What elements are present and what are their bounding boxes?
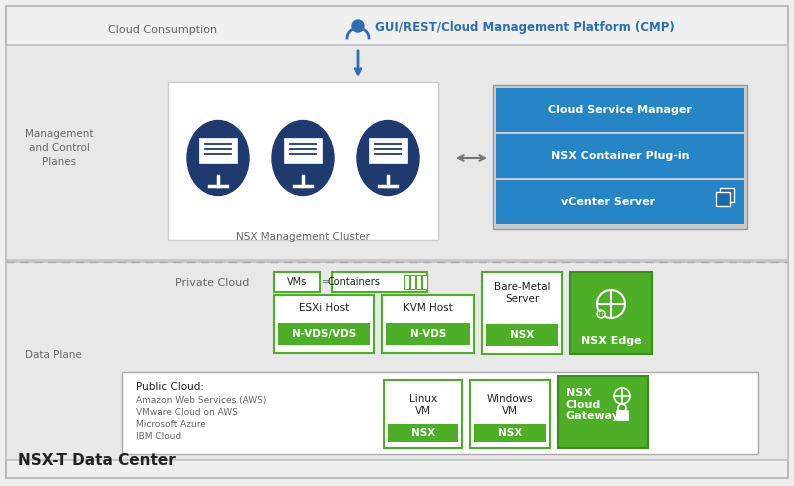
- Text: Microsoft Azure: Microsoft Azure: [136, 420, 206, 429]
- Text: Private Cloud: Private Cloud: [175, 278, 249, 288]
- Bar: [482, 272, 562, 354]
- Ellipse shape: [357, 121, 419, 195]
- Text: ESXi Host: ESXi Host: [299, 303, 349, 313]
- Text: Amazon Web Services (AWS): Amazon Web Services (AWS): [136, 396, 266, 405]
- Bar: [386, 323, 470, 345]
- Text: Windows
VM: Windows VM: [487, 394, 534, 416]
- Text: VMware Cloud on AWS: VMware Cloud on AWS: [136, 408, 238, 417]
- Bar: [122, 372, 758, 454]
- Text: N-VDS: N-VDS: [410, 329, 446, 339]
- Text: IBM Cloud: IBM Cloud: [136, 432, 181, 441]
- Bar: [410, 275, 415, 289]
- Bar: [6, 262, 788, 460]
- Bar: [474, 424, 546, 442]
- Bar: [332, 272, 427, 292]
- Bar: [168, 82, 438, 240]
- Text: =: =: [322, 277, 330, 287]
- Bar: [470, 380, 550, 448]
- Bar: [416, 275, 421, 289]
- Text: KVM Host: KVM Host: [403, 303, 453, 313]
- Text: NSX: NSX: [510, 330, 534, 340]
- Text: Cloud Service Manager: Cloud Service Manager: [548, 105, 692, 115]
- Text: GUI/REST/Cloud Management Platform (CMP): GUI/REST/Cloud Management Platform (CMP): [375, 21, 675, 35]
- Bar: [716, 192, 730, 206]
- Text: Cloud Consumption: Cloud Consumption: [108, 25, 217, 35]
- Bar: [388, 424, 458, 442]
- Bar: [558, 376, 648, 448]
- Bar: [496, 180, 744, 224]
- Bar: [199, 138, 237, 163]
- Bar: [274, 295, 374, 353]
- Bar: [6, 45, 788, 260]
- Text: Data Plane: Data Plane: [25, 350, 82, 360]
- Text: vCenter Server: vCenter Server: [561, 197, 655, 207]
- Text: Management
and Control
Planes: Management and Control Planes: [25, 129, 94, 167]
- Bar: [404, 275, 409, 289]
- Text: NSX
Cloud
Gateway: NSX Cloud Gateway: [566, 388, 620, 421]
- Text: NSX: NSX: [410, 428, 435, 438]
- Bar: [493, 85, 747, 229]
- Bar: [274, 272, 320, 292]
- Bar: [382, 295, 474, 353]
- Bar: [616, 410, 628, 420]
- Text: Public Cloud:: Public Cloud:: [136, 382, 204, 392]
- Circle shape: [352, 20, 364, 32]
- Text: NSX: NSX: [498, 428, 522, 438]
- Text: ⚿: ⚿: [599, 311, 603, 317]
- Bar: [496, 134, 744, 178]
- Text: Bare-Metal
Server: Bare-Metal Server: [494, 282, 550, 304]
- Text: NSX Container Plug-in: NSX Container Plug-in: [551, 151, 689, 161]
- Text: NSX Management Cluster: NSX Management Cluster: [236, 232, 370, 242]
- Text: NSX Edge: NSX Edge: [580, 336, 642, 346]
- Text: N-VDS/VDS: N-VDS/VDS: [292, 329, 357, 339]
- Text: Linux
VM: Linux VM: [409, 394, 437, 416]
- Bar: [369, 138, 407, 163]
- Bar: [278, 323, 370, 345]
- Bar: [486, 324, 558, 346]
- Text: Containers: Containers: [328, 277, 380, 287]
- Bar: [284, 138, 322, 163]
- Bar: [720, 188, 734, 202]
- Ellipse shape: [272, 121, 334, 195]
- Bar: [570, 272, 652, 354]
- Bar: [422, 275, 427, 289]
- Circle shape: [597, 310, 605, 318]
- Bar: [496, 88, 744, 132]
- Ellipse shape: [187, 121, 249, 195]
- Text: VMs: VMs: [287, 277, 307, 287]
- Text: NSX-T Data Center: NSX-T Data Center: [18, 453, 175, 468]
- Bar: [384, 380, 462, 448]
